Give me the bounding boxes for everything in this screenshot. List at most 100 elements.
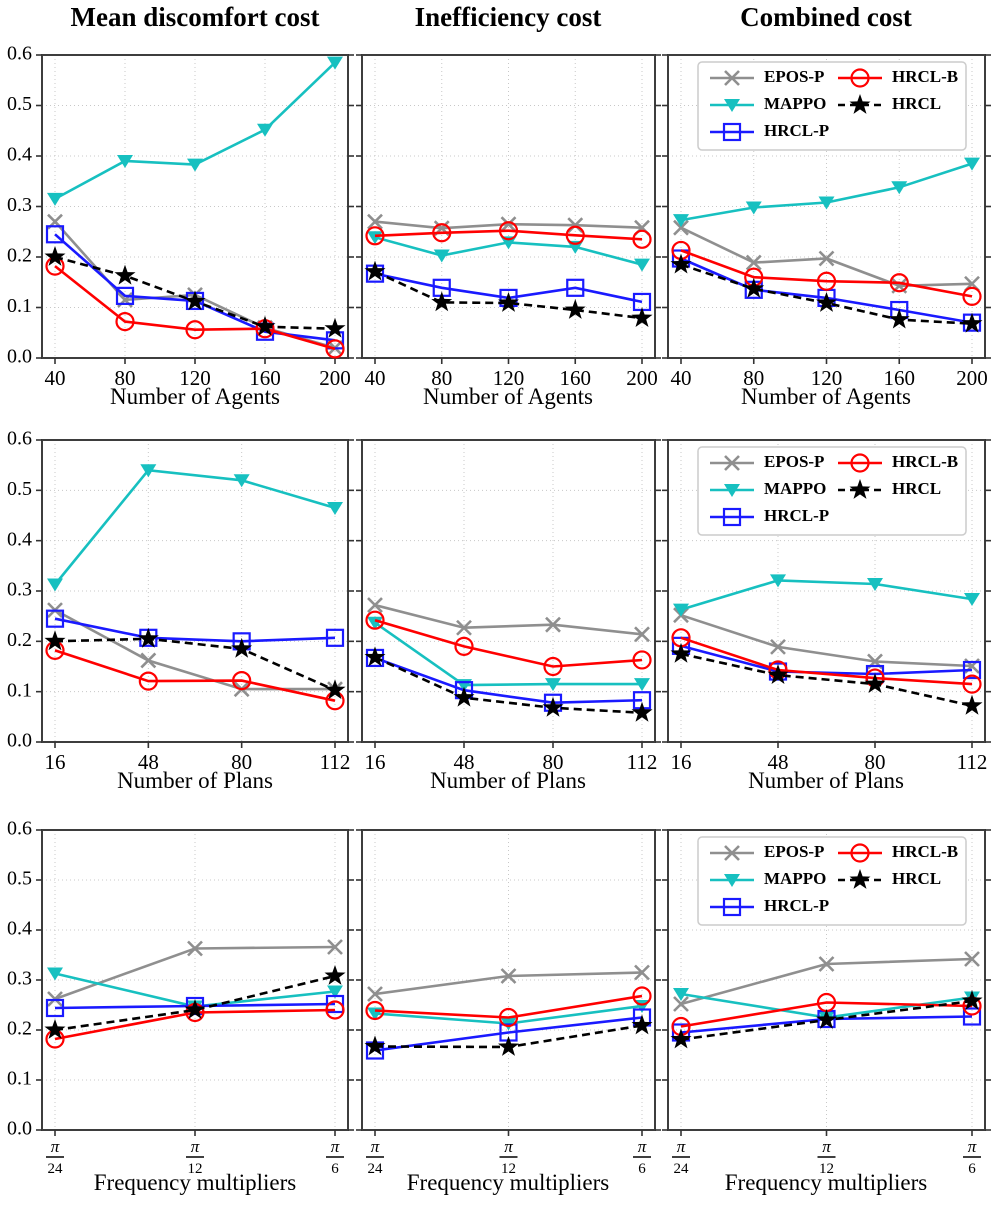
y-tick-label: 0.5	[7, 93, 32, 115]
x-tick-label: 48	[454, 750, 475, 774]
x-tick-label: 12	[501, 1161, 516, 1177]
x-axis-label: Number of Agents	[423, 384, 593, 409]
legend-label-hrcl: HRCL	[892, 479, 941, 498]
series-line-hrcl	[680, 652, 973, 708]
x-axis-label: Frequency multipliers	[724, 1170, 928, 1195]
series-line-hrcl-p	[374, 656, 643, 705]
column-title-inefficiency: Inefficiency cost	[414, 2, 602, 32]
series-line-mappo	[53, 468, 336, 586]
y-tick-label: 0.6	[7, 428, 32, 450]
legend-box	[697, 61, 967, 151]
x-tick-label: π	[191, 1137, 200, 1156]
y-tick-label: 0.0	[7, 730, 32, 752]
x-tick-label: 16	[45, 750, 66, 774]
series-line-hrcl-b	[54, 649, 336, 702]
series-line-hrcl-b	[374, 994, 643, 1019]
x-tick-label: 6	[331, 1161, 339, 1177]
series-line-hrcl-b	[374, 618, 643, 668]
y-tick-label: 0.2	[7, 245, 32, 267]
x-tick-label: π	[51, 1137, 60, 1156]
y-tick-label: 0.4	[7, 528, 32, 550]
x-axis-label: Number of Agents	[741, 384, 911, 409]
x-axis-label: Frequency multipliers	[406, 1170, 610, 1195]
y-tick-label: 0.4	[7, 918, 32, 940]
y-tick-label: 0.2	[7, 1018, 32, 1040]
y-tick-label: 0.3	[7, 968, 32, 990]
x-tick-label: 120	[179, 366, 211, 390]
legend-label-epos-p: EPOS-P	[764, 67, 824, 86]
x-tick-label: π	[371, 1137, 380, 1156]
x-tick-label: 112	[957, 750, 988, 774]
x-tick-label: π	[331, 1137, 340, 1156]
x-tick-label: 24	[48, 1161, 64, 1177]
legend-box	[697, 836, 967, 926]
x-tick-label: 40	[671, 366, 692, 390]
chart-inefficiency-vs-agents: 40 80 120 160 200	[356, 54, 661, 390]
x-tick-label: 80	[231, 750, 252, 774]
chart-combined-vs-agents: 40 80 120 160 200 EPOS-P MAPPO HRCL-P HRCL-B HRCL	[662, 54, 991, 390]
x-tick-label: 80	[865, 750, 886, 774]
x-tick-label: π	[677, 1137, 686, 1156]
x-tick-label: 6	[638, 1161, 646, 1177]
y-tick-label: 0.4	[7, 144, 32, 166]
x-tick-label: 12	[819, 1161, 834, 1177]
series-line-hrcl-p	[54, 617, 336, 643]
series-line-hrcl	[54, 637, 336, 692]
x-tick-label: 120	[811, 366, 843, 390]
x-tick-label: 16	[365, 750, 386, 774]
column-title-combined: Combined cost	[740, 2, 912, 32]
chart-mean-discomfort-vs-agents: 0.0 0.1 0.2 0.3 0.4 0.5 0.6 40 80 120 160 200	[7, 43, 354, 390]
legend-label-epos-p: EPOS-P	[764, 452, 824, 471]
x-tick-label: 80	[115, 366, 136, 390]
series-line-mappo	[374, 621, 642, 687]
chart-combined-vs-frequency: π 24 π 12 π 6 EPOS-P MAPPO HRCL-P HRCL-B HRCL	[662, 829, 991, 1177]
x-tick-label: 48	[138, 750, 159, 774]
y-tick-label: 0.6	[7, 818, 32, 840]
x-tick-label: 80	[543, 750, 564, 774]
x-tick-label: 112	[627, 750, 658, 774]
y-tick-label: 0.0	[7, 346, 32, 368]
series-line-epos-p	[374, 603, 643, 636]
x-tick-label: 12	[188, 1161, 203, 1177]
x-tick-label: 200	[626, 366, 658, 390]
x-tick-label: 200	[956, 366, 988, 390]
y-tick-label: 0.1	[7, 679, 32, 701]
x-tick-label: 40	[45, 366, 66, 390]
x-axis-label: Number of Plans	[117, 768, 273, 793]
y-tick-label: 0.5	[7, 478, 32, 500]
series-line-hrcl-b	[680, 1001, 973, 1028]
x-tick-label: 160	[249, 366, 281, 390]
x-tick-label: 6	[968, 1161, 976, 1177]
series-line-hrcl	[54, 974, 336, 1032]
x-axis-label: Number of Plans	[430, 768, 586, 793]
legend-label-hrcl-p: HRCL-P	[764, 896, 829, 915]
series-line-hrcl-b	[680, 249, 973, 298]
x-tick-label: π	[968, 1137, 977, 1156]
series-line-hrcl-b	[374, 229, 643, 241]
y-tick-label: 0.5	[7, 868, 32, 890]
series-line-hrcl-b	[680, 636, 973, 686]
y-tick-label: 0.0	[7, 1118, 32, 1140]
x-axis-label: Number of Plans	[748, 768, 904, 793]
legend-box	[697, 446, 967, 536]
x-tick-label: 40	[365, 366, 386, 390]
legend-label-mappo: MAPPO	[764, 869, 826, 888]
x-tick-label: 160	[560, 366, 592, 390]
chart-inefficiency-vs-plans: 16 48 80 112	[356, 439, 661, 774]
legend-label-hrcl-b: HRCL-B	[892, 67, 958, 86]
chart-inefficiency-vs-frequency: π 24 π 12 π 6	[356, 829, 661, 1177]
x-tick-label: 80	[743, 366, 764, 390]
x-tick-label: 160	[884, 366, 916, 390]
x-tick-label: 48	[768, 750, 789, 774]
x-tick-label: 24	[368, 1161, 384, 1177]
legend-label-hrcl-b: HRCL-B	[892, 842, 958, 861]
legend-label-hrcl-p: HRCL-P	[764, 121, 829, 140]
legend-label-hrcl: HRCL	[892, 94, 941, 113]
y-tick-label: 0.6	[7, 43, 32, 65]
legend-label-mappo: MAPPO	[764, 479, 826, 498]
y-tick-label: 0.1	[7, 295, 32, 317]
x-tick-label: 80	[431, 366, 452, 390]
x-axis-label: Frequency multipliers	[93, 1170, 297, 1195]
